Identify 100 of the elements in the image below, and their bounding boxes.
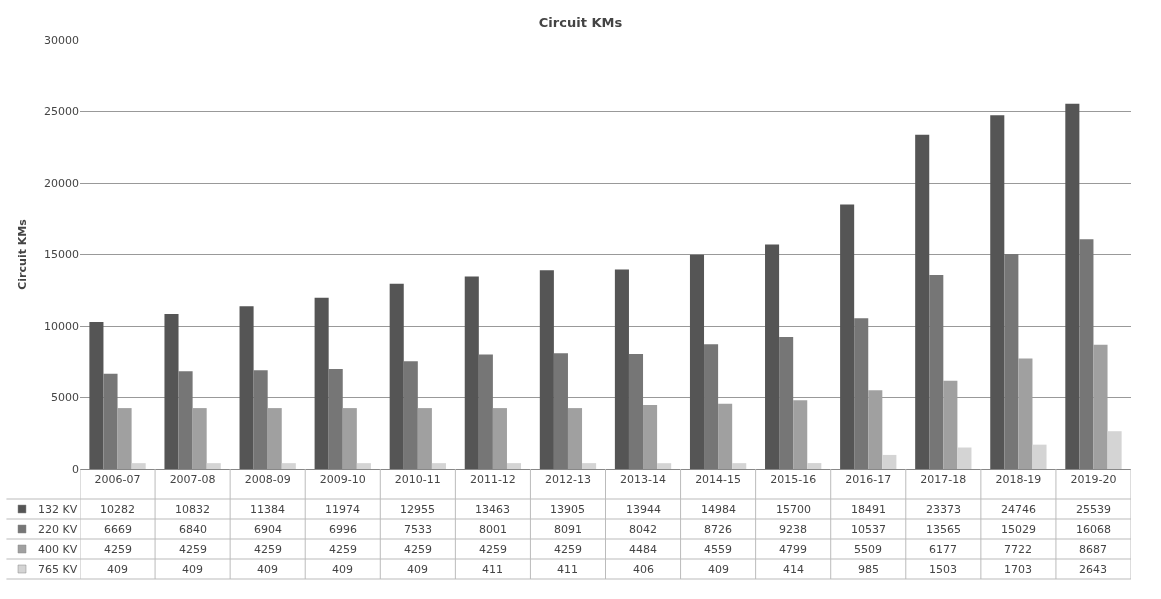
y-tick-label: 0 (72, 462, 79, 476)
bar (178, 371, 193, 469)
data-label: 13463 (475, 503, 510, 516)
data-label: 4799 (779, 543, 807, 556)
bar (779, 336, 794, 469)
data-label: 4259 (179, 543, 207, 556)
bar (389, 283, 404, 469)
data-label: 1703 (1004, 563, 1032, 576)
data-label: 8091 (554, 523, 582, 536)
bar (957, 447, 972, 469)
data-label: 7722 (1004, 543, 1032, 556)
bar (718, 403, 733, 469)
x-tick-label: 2012-13 (544, 473, 591, 487)
data-label: 5509 (854, 543, 882, 556)
x-tick-label: 2016-17 (845, 473, 892, 487)
y-tick-label: 10000 (44, 319, 79, 333)
data-label: 18491 (851, 503, 886, 516)
data-label: 8042 (629, 523, 657, 536)
data-label: 411 (557, 563, 578, 576)
y-tick-label: 5000 (51, 391, 79, 405)
bar (1004, 254, 1019, 469)
data-label: 10282 (100, 503, 135, 516)
bar (765, 244, 780, 469)
bar (131, 463, 146, 469)
chart-title: Circuit KMs (538, 15, 623, 31)
legend-label: 765 KV (38, 563, 78, 576)
bar (89, 321, 104, 469)
bar (417, 408, 432, 469)
data-label: 10832 (175, 503, 210, 516)
bar (164, 314, 179, 469)
data-label: 8001 (479, 523, 507, 536)
bar (267, 408, 282, 469)
data-label: 15700 (776, 503, 811, 516)
data-label: 8726 (704, 523, 732, 536)
bar (1032, 444, 1047, 469)
bar (614, 269, 629, 469)
data-label: 15029 (1001, 523, 1036, 536)
data-label: 411 (482, 563, 503, 576)
data-label: 13944 (626, 503, 661, 516)
x-tick-label: 2013-14 (620, 473, 667, 487)
bar (117, 408, 132, 469)
data-label: 25539 (1076, 503, 1111, 516)
data-label: 14984 (701, 503, 736, 516)
data-label: 24746 (1001, 503, 1036, 516)
data-label: 4259 (404, 543, 432, 556)
data-label: 409 (708, 563, 729, 576)
data-label: 1503 (929, 563, 957, 576)
x-tick-label: 2017-18 (920, 473, 967, 487)
bar (628, 354, 644, 469)
bar (314, 297, 329, 469)
bar (840, 204, 855, 469)
bar (553, 353, 568, 469)
bar (990, 115, 1005, 469)
bar (807, 463, 822, 469)
x-tick-label: 2009-10 (319, 473, 366, 487)
bar (403, 361, 418, 469)
data-label: 9238 (779, 523, 807, 536)
bar (356, 463, 371, 469)
data-label: 4259 (554, 543, 582, 556)
bar (704, 344, 719, 469)
bar (793, 400, 808, 469)
data-label: 2643 (1079, 563, 1107, 576)
bar (492, 408, 507, 469)
bar (506, 463, 522, 469)
x-tick-label: 2011-12 (469, 473, 516, 487)
bar (567, 408, 583, 469)
data-label: 6904 (254, 523, 282, 536)
data-label: 8687 (1079, 543, 1107, 556)
data-label: 6177 (929, 543, 957, 556)
x-tick-label: 2015-16 (770, 473, 817, 487)
x-tick-label: 2007-08 (169, 473, 216, 487)
legend-label: 132 KV (38, 503, 78, 516)
data-label: 406 (633, 563, 654, 576)
bar (854, 318, 869, 469)
data-label: 11384 (250, 503, 285, 516)
bar (206, 463, 221, 469)
x-tick-label: 2019-20 (1070, 473, 1117, 487)
bar (657, 463, 672, 469)
y-axis-title: Circuit KMs (15, 218, 29, 290)
bar (328, 368, 343, 469)
data-label: 6996 (329, 523, 357, 536)
bar (582, 463, 597, 469)
data-label: 4484 (629, 543, 657, 556)
data-label: 6669 (104, 523, 132, 536)
bar (929, 275, 944, 469)
data-label: 409 (107, 563, 128, 576)
data-label: 7533 (404, 523, 432, 536)
bar (882, 454, 897, 469)
data-label: 4259 (479, 543, 507, 556)
data-label: 16068 (1076, 523, 1111, 536)
data-label: 4559 (704, 543, 732, 556)
bar (478, 354, 493, 469)
bar (539, 270, 554, 469)
bar (342, 408, 357, 469)
data-label: 4259 (254, 543, 282, 556)
bar (253, 370, 268, 469)
y-tick-label: 20000 (44, 176, 79, 190)
bar (281, 463, 296, 469)
data-label: 409 (332, 563, 353, 576)
x-tick-label: 2014-15 (695, 473, 742, 487)
